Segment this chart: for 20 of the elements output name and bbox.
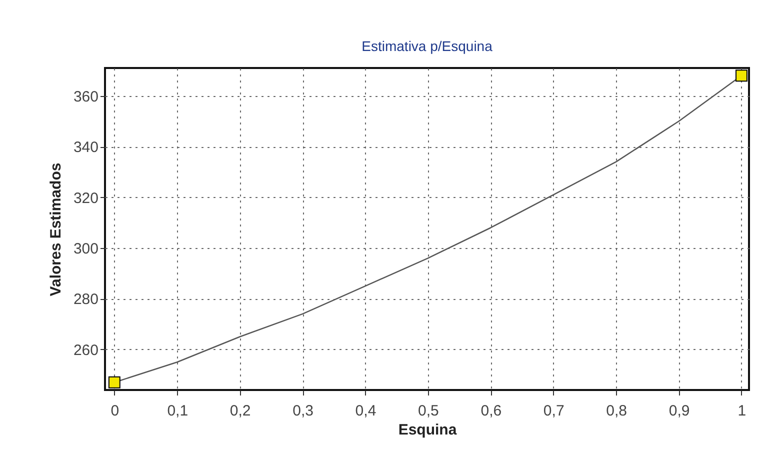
x-tick-label: 0 [110,402,120,420]
x-tick-label: 0,5 [418,402,439,420]
y-tick-label: 340 [73,139,98,156]
x-tick-label: 0,8 [606,402,627,420]
x-tick-label: 1 [738,402,746,420]
chart-title: Estimativa p/Esquina [362,38,493,54]
y-tick-label: 260 [73,342,98,359]
y-tick-label: 320 [73,190,98,207]
x-tick-label: 0,3 [292,402,314,420]
x-tick-label: 0,6 [480,402,502,420]
y-tick-label: 300 [73,240,98,258]
x-tick-label: 0,9 [668,402,690,420]
x-tick-label: 0,2 [230,402,251,420]
y-axis-title: Valores Estimados [47,162,64,296]
y-tick-label: 280 [73,291,98,308]
y-tick-label: 360 [73,88,98,106]
x-tick-label: 0,7 [543,402,564,420]
x-axis-title: Esquina [398,422,458,438]
x-tick-label: 0,4 [355,402,376,420]
x-tick-label: 0,1 [167,402,188,420]
